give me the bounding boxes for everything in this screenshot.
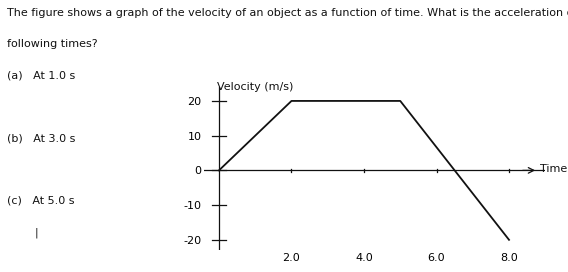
Text: following times?: following times? [7,39,98,50]
Text: (b)   At 3.0 s: (b) At 3.0 s [7,133,75,143]
Text: |: | [7,227,39,238]
Text: Velocity (m/s): Velocity (m/s) [217,82,294,92]
Text: (a)   At 1.0 s: (a) At 1.0 s [7,71,75,81]
Text: The figure shows a graph of the velocity of an object as a function of time. Wha: The figure shows a graph of the velocity… [7,8,568,18]
Text: (c)   At 5.0 s: (c) At 5.0 s [7,196,74,206]
Text: Time (s): Time (s) [540,164,568,174]
